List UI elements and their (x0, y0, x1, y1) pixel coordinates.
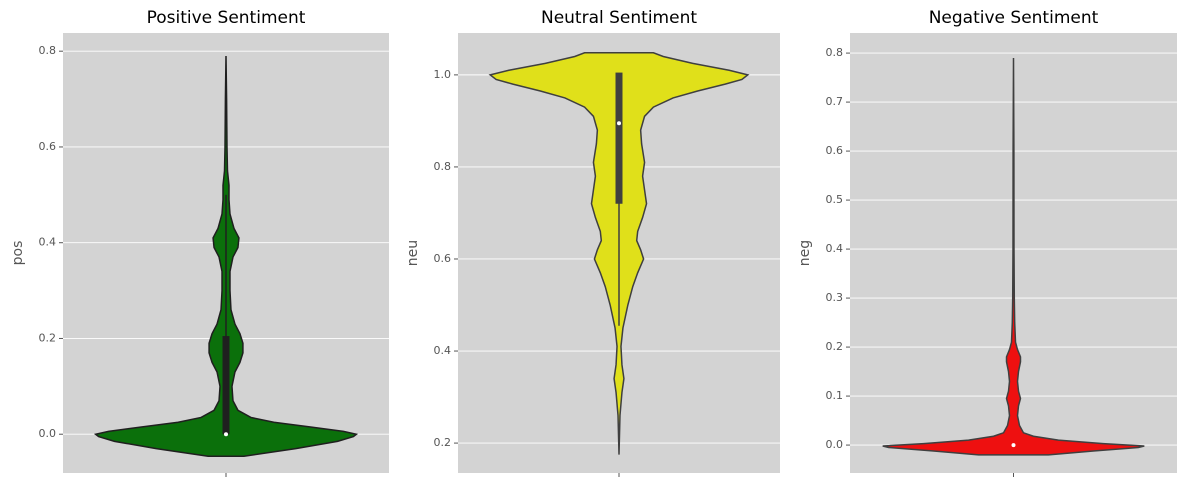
y-tick-label: 1.0 (434, 68, 452, 81)
y-tick-label: 0.8 (39, 44, 57, 57)
y-tick-label: 0.6 (39, 140, 57, 153)
y-tick-label: 0.2 (434, 436, 452, 449)
y-tick-label: 0.3 (826, 291, 844, 304)
box (222, 336, 230, 435)
chart-title: Negative Sentiment (929, 8, 1099, 28)
y-tick-label: 0.8 (434, 160, 452, 173)
y-tick-label: 0.0 (826, 438, 844, 451)
y-tick-label: 0.4 (39, 236, 57, 249)
y-axis-label: neu (405, 240, 421, 266)
median (617, 121, 621, 126)
y-tick-label: 0.2 (39, 331, 57, 344)
y-axis-label: neg (797, 240, 813, 266)
y-tick-label: 0.4 (434, 344, 452, 357)
y-tick-label: 0.2 (826, 340, 844, 353)
y-tick-label: 0.6 (826, 144, 844, 157)
chart-title: Neutral Sentiment (541, 8, 697, 28)
median (1011, 443, 1016, 448)
median (224, 432, 228, 437)
y-tick-label: 0.5 (826, 193, 844, 206)
y-tick-label: 0.6 (434, 252, 452, 265)
chart-title: Positive Sentiment (147, 8, 306, 28)
y-tick-label: 0.8 (826, 46, 844, 59)
y-tick-label: 0.4 (826, 242, 844, 255)
y-tick-label: 0.0 (39, 427, 57, 440)
y-tick-label: 0.1 (826, 389, 844, 402)
y-tick-label: 0.7 (826, 95, 844, 108)
y-axis-label: pos (10, 241, 26, 266)
box (615, 72, 623, 204)
violin-body (882, 57, 1145, 456)
